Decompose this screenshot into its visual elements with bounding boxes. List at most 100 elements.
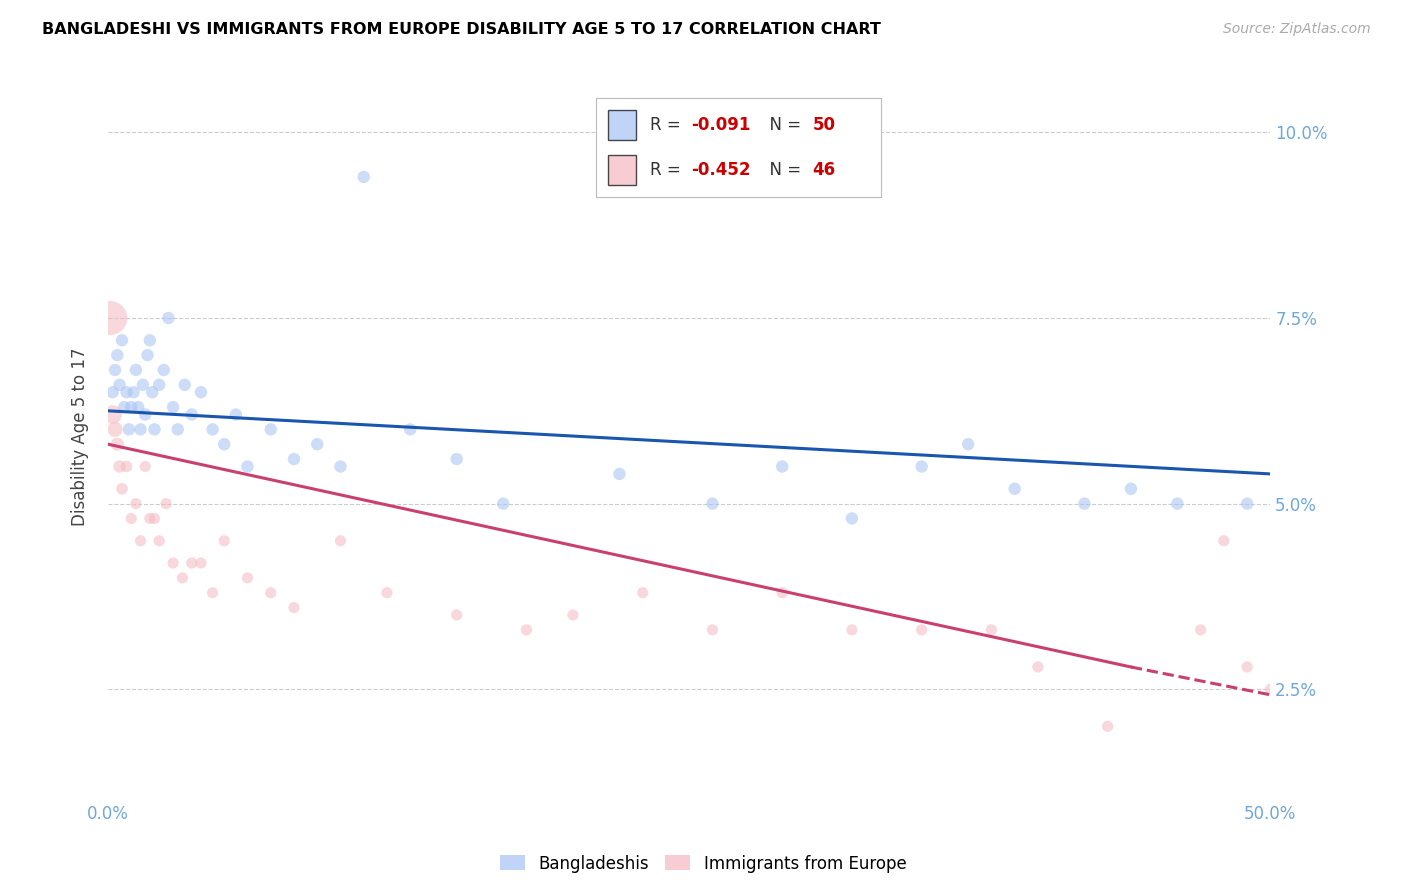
- Point: [111, 333, 134, 347]
- Point: [1189, 623, 1212, 637]
- Point: [108, 377, 131, 392]
- Point: [118, 422, 141, 436]
- Point: [190, 556, 212, 570]
- Point: [841, 511, 863, 525]
- Point: [911, 459, 934, 474]
- Point: [1236, 497, 1258, 511]
- Point: [329, 533, 352, 548]
- Point: [180, 408, 202, 422]
- Point: [260, 422, 283, 436]
- Text: Source: ZipAtlas.com: Source: ZipAtlas.com: [1223, 22, 1371, 37]
- Point: [162, 556, 184, 570]
- Text: BANGLADESHI VS IMMIGRANTS FROM EUROPE DISABILITY AGE 5 TO 17 CORRELATION CHART: BANGLADESHI VS IMMIGRANTS FROM EUROPE DI…: [42, 22, 882, 37]
- Point: [770, 585, 793, 599]
- Point: [172, 571, 194, 585]
- Point: [190, 385, 212, 400]
- Point: [104, 363, 127, 377]
- Point: [236, 571, 259, 585]
- Point: [1282, 719, 1305, 733]
- Point: [1236, 660, 1258, 674]
- Point: [115, 385, 138, 400]
- Point: [201, 422, 224, 436]
- Point: [143, 511, 166, 525]
- Point: [155, 497, 177, 511]
- Point: [841, 623, 863, 637]
- Point: [1329, 756, 1351, 771]
- Point: [148, 377, 170, 392]
- Point: [515, 623, 537, 637]
- Point: [212, 437, 235, 451]
- Point: [225, 408, 247, 422]
- Point: [180, 556, 202, 570]
- Point: [125, 363, 148, 377]
- Point: [1166, 497, 1188, 511]
- Point: [127, 400, 149, 414]
- Point: [166, 422, 188, 436]
- Point: [375, 585, 398, 599]
- Point: [148, 533, 170, 548]
- Point: [957, 437, 980, 451]
- Point: [609, 467, 631, 481]
- Point: [122, 385, 145, 400]
- Point: [770, 459, 793, 474]
- Point: [129, 533, 152, 548]
- Point: [98, 311, 121, 326]
- Point: [105, 348, 128, 362]
- Point: [911, 623, 934, 637]
- Point: [631, 585, 654, 599]
- Point: [101, 385, 124, 400]
- Point: [399, 422, 422, 436]
- Y-axis label: Disability Age 5 to 17: Disability Age 5 to 17: [72, 348, 89, 526]
- Point: [134, 408, 156, 422]
- Point: [105, 437, 128, 451]
- Point: [129, 422, 152, 436]
- Point: [1073, 497, 1095, 511]
- Point: [1375, 772, 1398, 786]
- Point: [104, 422, 127, 436]
- Point: [307, 437, 329, 451]
- Point: [134, 459, 156, 474]
- Point: [260, 585, 283, 599]
- Point: [162, 400, 184, 414]
- Point: [111, 482, 134, 496]
- Point: [141, 385, 163, 400]
- Point: [139, 511, 162, 525]
- Point: [120, 400, 142, 414]
- Point: [108, 459, 131, 474]
- Point: [173, 377, 195, 392]
- Point: [101, 408, 124, 422]
- Point: [132, 377, 155, 392]
- Point: [125, 497, 148, 511]
- Point: [1004, 482, 1026, 496]
- Point: [112, 400, 135, 414]
- Point: [283, 452, 305, 467]
- Point: [702, 497, 724, 511]
- Point: [115, 459, 138, 474]
- Point: [492, 497, 515, 511]
- Point: [446, 452, 468, 467]
- Point: [136, 348, 159, 362]
- Point: [120, 511, 142, 525]
- Point: [139, 333, 162, 347]
- Point: [1353, 756, 1375, 771]
- Point: [283, 600, 305, 615]
- Point: [152, 363, 174, 377]
- Point: [980, 623, 1002, 637]
- Point: [1097, 719, 1119, 733]
- Point: [329, 459, 352, 474]
- Point: [702, 623, 724, 637]
- Point: [1119, 482, 1142, 496]
- Point: [1306, 734, 1329, 748]
- Point: [143, 422, 166, 436]
- Point: [157, 311, 180, 326]
- Point: [212, 533, 235, 548]
- Point: [201, 585, 224, 599]
- Point: [353, 169, 375, 184]
- Point: [1212, 533, 1234, 548]
- Point: [236, 459, 259, 474]
- Point: [1260, 682, 1282, 697]
- Point: [1026, 660, 1049, 674]
- Point: [561, 607, 583, 622]
- Legend: Bangladeshis, Immigrants from Europe: Bangladeshis, Immigrants from Europe: [494, 848, 912, 880]
- Point: [446, 607, 468, 622]
